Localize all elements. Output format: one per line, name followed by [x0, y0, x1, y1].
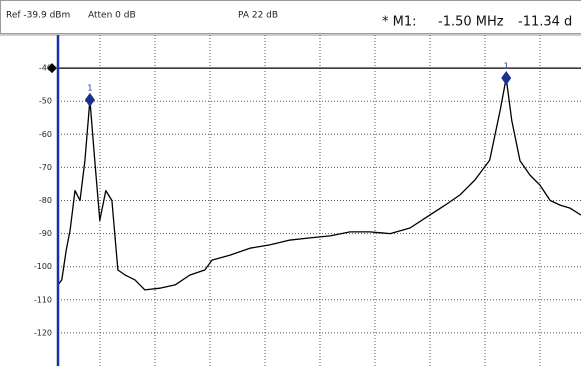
- y-tick-label: -40: [39, 64, 52, 73]
- reference-diamond: [47, 63, 57, 74]
- marker-level: -11.34 d: [518, 15, 572, 30]
- marker-label: 1: [87, 83, 92, 92]
- trace: [57, 77, 581, 291]
- y-tick-label: -110: [34, 295, 52, 304]
- y-tick-label: -60: [39, 130, 52, 139]
- marker-diamond: [501, 71, 512, 86]
- marker-name: * M1:: [382, 15, 417, 30]
- ref-level: Ref -39.9 dBm: [6, 11, 70, 21]
- marker-frequency: -1.50 MHz: [438, 15, 504, 30]
- y-tick-label: -100: [34, 262, 52, 271]
- marker-diamond: [84, 92, 95, 107]
- y-tick-label: -90: [39, 229, 52, 238]
- preamp: PA 22 dB: [238, 11, 278, 21]
- header-bar: [0, 0, 581, 34]
- y-tick-label: -120: [34, 328, 52, 337]
- y-tick-label: -50: [39, 97, 52, 106]
- attenuation: Atten 0 dB: [88, 11, 136, 21]
- marker-label: 1: [504, 62, 509, 71]
- plot: -40 -50 -60 -70 -80 -90 -100 -110 -120 1 1: [34, 62, 581, 337]
- y-tick-label: -80: [39, 196, 52, 205]
- y-tick-label: -70: [39, 163, 52, 172]
